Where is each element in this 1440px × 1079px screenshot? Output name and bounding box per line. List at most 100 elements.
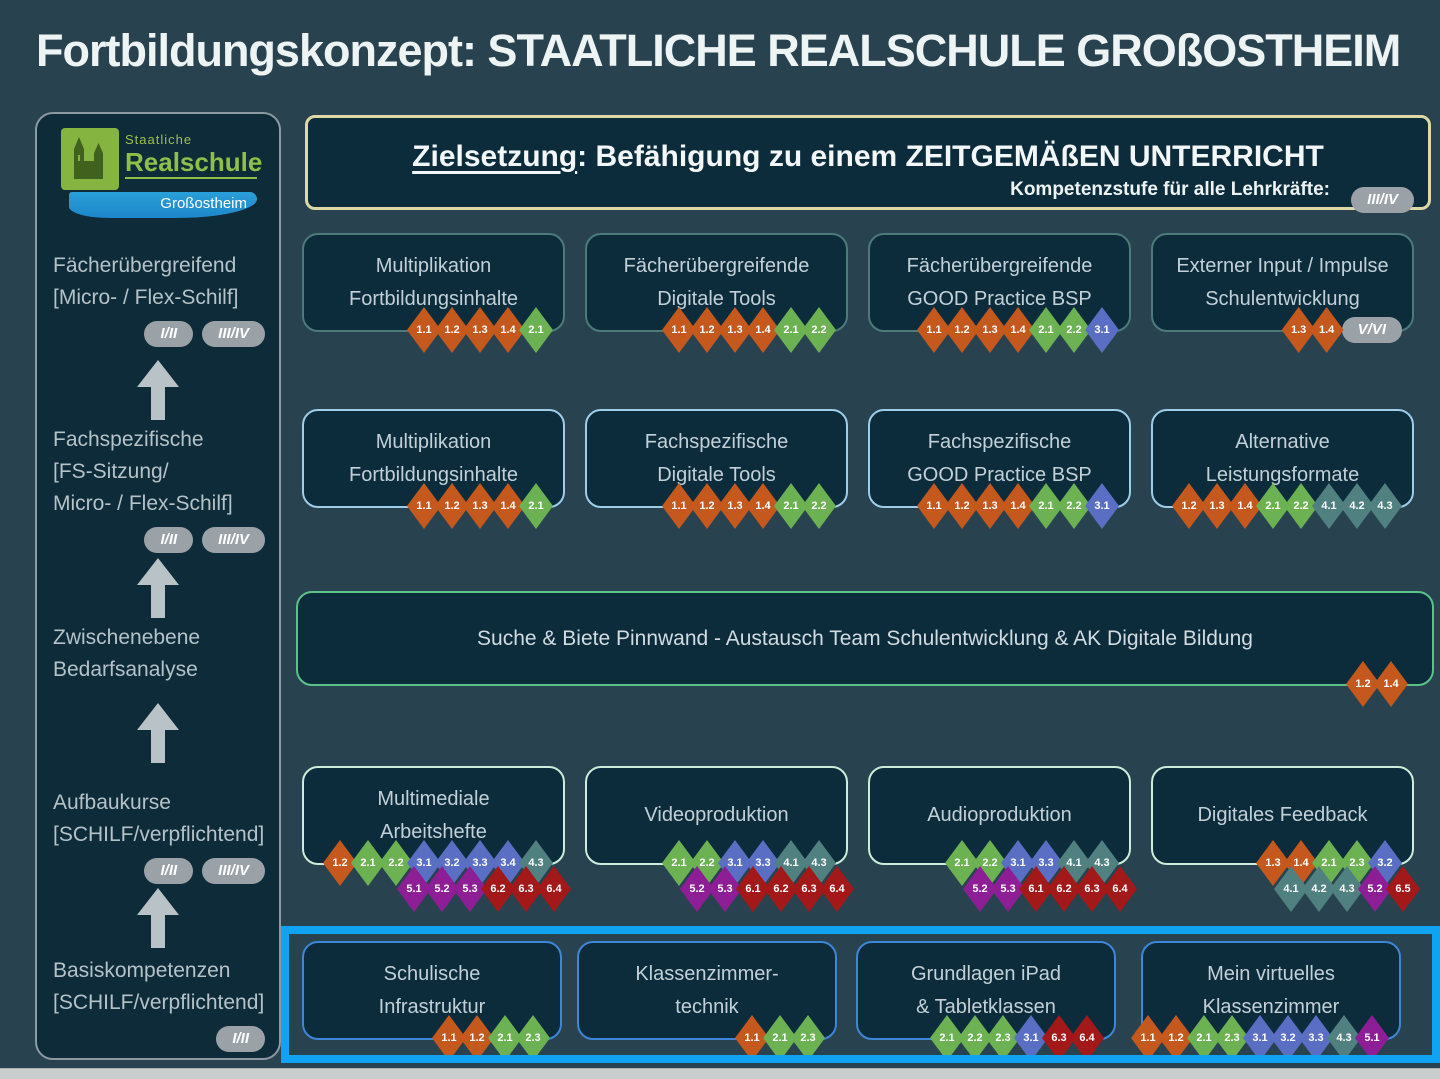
competency-diamond: 1.4 (1374, 661, 1408, 707)
competency-diamond: 2.1 (519, 307, 553, 353)
competency-strip: 1.1 2.1 2.3 (735, 1015, 825, 1061)
school-logo: Staatliche Realschule Großostheim (61, 128, 262, 220)
sidebar-stage-label: Aufbaukurse (53, 791, 171, 814)
competency-strip: 1.1 1.2 2.1 2.3 3.1 3.2 3.3 4.3 5.1 (1131, 1015, 1389, 1061)
course-box: Suche & Biete Pinnwand - Austausch Team … (296, 591, 1434, 707)
course-box-title: Alternative Leistungsformate (1205, 430, 1360, 486)
competency-strip: 2.1 2.2 2.3 3.1 6.3 6.4 (930, 1015, 1104, 1061)
sidebar-stage-label: Fächerübergreifend (53, 254, 237, 277)
course-box-title: Klassenzimmer-technik (635, 962, 779, 1018)
course-box-title: Videoproduktion (644, 804, 789, 826)
goal-title-rest: : Befähigung zu einem ZEITGEMÄßEN UNTERR… (577, 140, 1324, 173)
course-box-title: Fachspezifische GOOD Practice BSP (907, 430, 1092, 486)
bottom-strip (0, 1068, 1440, 1079)
competency-strip: 1.2 1.4 (1346, 661, 1408, 707)
competency-strip: 1.1 1.2 2.1 2.3 (432, 1015, 550, 1061)
course-box-title: Externer Input / Impulse Schulentwicklung (1176, 254, 1389, 310)
course-box-title: Grundlagen iPad & Tabletklassen (910, 962, 1062, 1018)
level-badge: III/IV (202, 527, 265, 553)
course-box: Videoproduktion 2.1 2.2 3.1 3.3 4.1 4.3 5.2 5.3 6… (585, 766, 854, 912)
goal-title: Zielsetzung: Befähigung zu einem ZEITGEM… (308, 140, 1428, 174)
up-arrow-icon (37, 558, 279, 618)
competency-strip: 2.1 2.2 3.1 3.3 4.1 4.3 5.2 5.3 6.1 6.2 6.3 6.4 (662, 840, 854, 912)
course-box-title: Multiplikation Fortbildungsinhalte (349, 430, 518, 486)
competency-diamond: 2.1 (519, 483, 553, 529)
course-box: Fächerübergreifende GOOD Practice BSP 1.1 1… (868, 233, 1131, 353)
course-box: Schulische Infrastruktur 1.1 1.2 2.1 2.3 (302, 941, 562, 1061)
sidebar-stage-label: [SCHILF/verpflichtend] (53, 823, 265, 846)
up-arrow-icon (37, 703, 279, 763)
level-badges: I/II (53, 1026, 267, 1052)
course-box: Alternative Leistungsformate 1.2 1.3 1.4 2.1 2… (1151, 409, 1414, 529)
competency-diamond: 2.2 (802, 483, 836, 529)
competency-diamond: 5.1 (1355, 1015, 1389, 1061)
level-badge: III/IV (1351, 187, 1414, 213)
level-badges: I/II III/IV (53, 321, 267, 347)
level-badge: I/II (144, 527, 194, 553)
course-box: Mein virtuelles Klassenzimmer 1.1 1.2 2.1 2.3… (1131, 941, 1401, 1061)
course-box-title: Audioproduktion (927, 804, 1072, 826)
course-box-title: Digitales Feedback (1197, 804, 1368, 826)
level-badge: III/IV (202, 321, 265, 347)
logo-text-staatliche: Staatliche (125, 132, 193, 147)
competency-strip: 1.2 2.1 2.2 3.1 3.2 3.3 3.4 4.3 5.1 5.2 5.3 6.2 6.3 6… (323, 840, 571, 912)
competency-diamond: 3.1 (1085, 307, 1119, 353)
course-box-title: Multimediale Arbeitshefte (377, 787, 490, 843)
goal-subtitle: Kompetenzstufe für alle Lehrkräfte: (1010, 179, 1330, 200)
course-box: Multiplikation Fortbildungsinhalte 1.1 1.2 1… (302, 409, 565, 529)
up-arrow-icon (37, 360, 279, 420)
course-box-title: Mein virtuelles Klassenzimmer (1202, 962, 1340, 1018)
level-badges: I/II III/IV (53, 858, 267, 884)
level-badge: I/II (144, 321, 194, 347)
goal-title-keyword: Zielsetzung (412, 140, 578, 173)
course-box: Audioproduktion 2.1 2.2 3.1 3.3 4.1 4.3 5.2 5.3 6… (868, 766, 1137, 912)
course-box-title: Fächerübergreifende Digitale Tools (623, 254, 810, 310)
competency-diamond: 2.3 (516, 1015, 550, 1061)
competency-strip: 1.3 1.4 V/VI (1281, 307, 1402, 353)
logo-wave-grossostheim: Großostheim (69, 192, 257, 218)
competency-strip: 1.1 1.2 1.3 1.4 2.1 (407, 483, 553, 529)
sidebar-stage-label: [FS-Sitzung/ (53, 460, 169, 483)
course-box: Multimediale Arbeitshefte 1.2 2.1 2.2 3.1 3.2 3… (302, 766, 571, 912)
sidebar-stage: Fächerübergreifend [Micro- / Flex-Schilf]… (53, 250, 267, 347)
goal-box: Zielsetzung: Befähigung zu einem ZEITGEM… (305, 115, 1431, 213)
course-box: Multiplikation Fortbildungsinhalte 1.1 1.2 1… (302, 233, 565, 353)
competency-diamond: 1.4 (1309, 307, 1344, 353)
competency-diamond: 2.3 (791, 1015, 825, 1061)
course-box: Klassenzimmer-technik 1.1 2.1 2.3 (577, 941, 837, 1061)
level-badge: I/II (144, 858, 194, 884)
competency-strip: 1.2 1.3 1.4 2.1 2.2 4.1 4.2 4.3 (1172, 483, 1402, 529)
competency-strip: 1.1 1.2 1.3 1.4 2.1 2.2 3.1 (917, 307, 1119, 353)
competency-strip: 1.1 1.2 1.3 1.4 2.1 2.2 (662, 307, 836, 353)
sidebar-stage: Zwischenebene Bedarfsanalyse (53, 622, 267, 686)
course-box-title: Fächerübergreifende GOOD Practice BSP (906, 254, 1093, 310)
course-box: Fachspezifische GOOD Practice BSP 1.1 1.2 1.… (868, 409, 1131, 529)
competency-diamond: 6.4 (1070, 1015, 1104, 1061)
page-title: Fortbildungskonzept: STAATLICHE REALSCHU… (36, 25, 1401, 76)
competency-diamond: 4.3 (1368, 483, 1402, 529)
church-icon (61, 128, 119, 190)
competency-strip: 1.1 1.2 1.3 1.4 2.1 (407, 307, 553, 353)
course-box: Fachspezifische Digitale Tools 1.1 1.2 1.3 1.… (585, 409, 848, 529)
course-box: Externer Input / Impulse Schulentwicklung… (1151, 233, 1414, 353)
course-box: Grundlagen iPad & Tabletklassen 2.1 2.2 2.3 3… (856, 941, 1116, 1061)
course-box: Fächerübergreifende Digitale Tools 1.1 1.2 1… (585, 233, 848, 353)
level-badge: V/VI (1341, 317, 1402, 343)
level-badges: I/II III/IV (53, 527, 267, 553)
sidebar-stage: Fachspezifische [FS-Sitzung/Micro- / Flex… (53, 424, 267, 553)
sidebar-stage-label: Micro- / Flex-Schilf] (53, 492, 233, 515)
sidebar-stage-label: Fachspezifische (53, 428, 204, 451)
sidebar: Staatliche Realschule Großostheim Fächer… (35, 112, 281, 1060)
sidebar-stage-label: [Micro- / Flex-Schilf] (53, 286, 239, 309)
course-box-title: Suche & Biete Pinnwand - Austausch Team … (477, 627, 1253, 650)
competency-diamond: 2.2 (802, 307, 836, 353)
sidebar-stage: Basiskompetenzen [SCHILF/verpflichtend] I/… (53, 955, 267, 1052)
sidebar-stage-label: Zwischenebene (53, 626, 201, 649)
competency-strip: 1.1 1.2 1.3 1.4 2.1 2.2 3.1 (917, 483, 1119, 529)
course-box-title: Multiplikation Fortbildungsinhalte (349, 254, 518, 310)
level-badge: III/IV (202, 858, 265, 884)
course-box-title: Fachspezifische Digitale Tools (644, 430, 789, 486)
competency-diamond: 3.1 (1085, 483, 1119, 529)
sidebar-stage-label: Basiskompetenzen (53, 959, 231, 982)
